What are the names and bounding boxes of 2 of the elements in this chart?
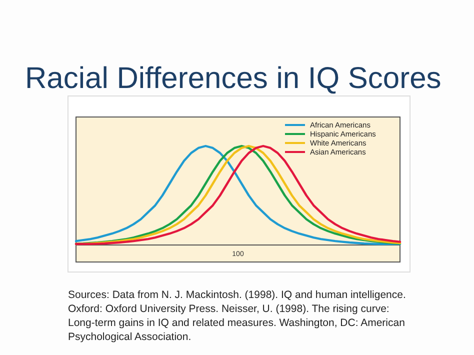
source-note: Sources: Data from N. J. Mackintosh. (1998). IQ and human intelligence. Oxford: Oxford University Press. Neisser, U. (1998). The rising curve: Long-term gains in IQ and related measures. Washington, DC: American Psychological Association. <box>68 289 406 343</box>
chart-title: Racial Differences in IQ Scores <box>25 62 442 95</box>
